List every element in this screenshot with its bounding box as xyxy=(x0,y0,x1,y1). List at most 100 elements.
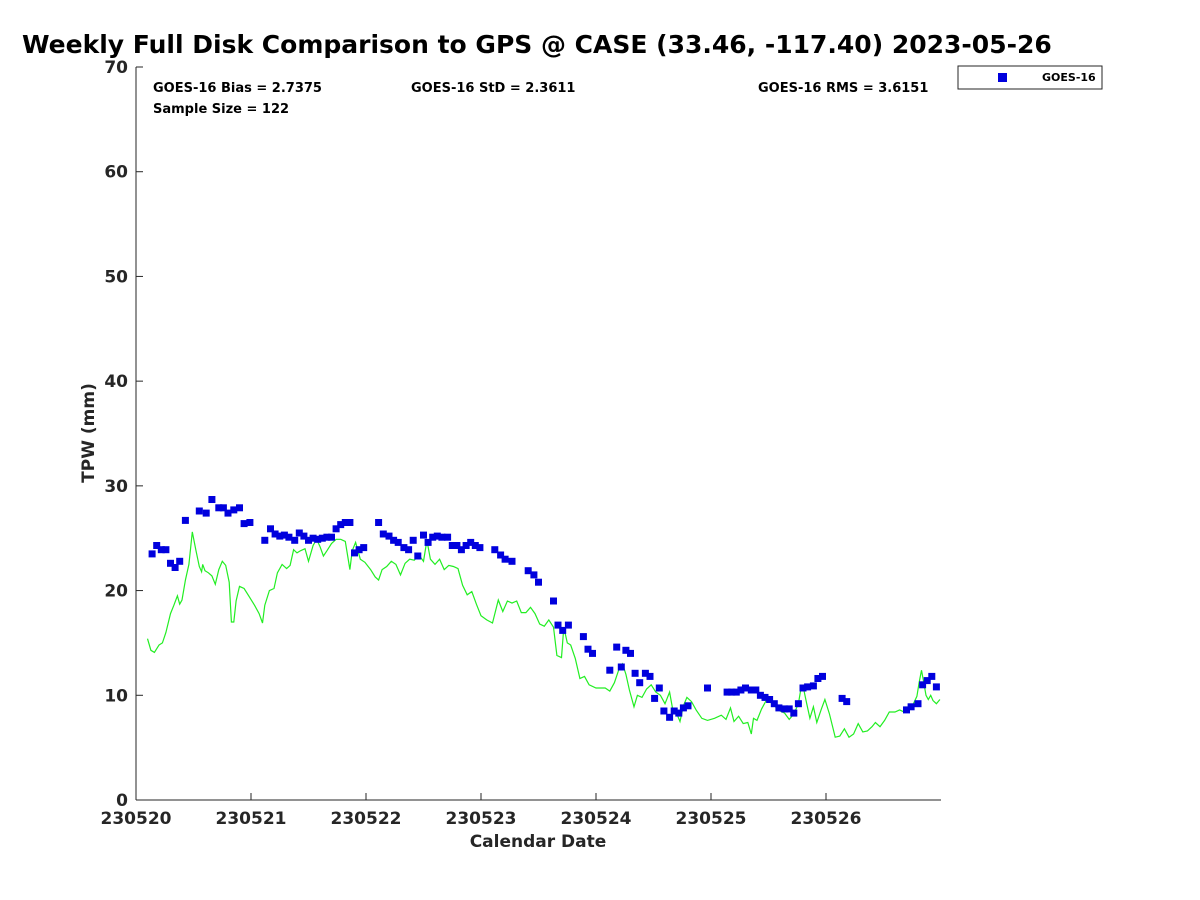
goes16-point xyxy=(219,504,227,512)
goes16-point xyxy=(224,509,232,517)
goes16-point xyxy=(208,496,216,503)
goes16-point xyxy=(761,693,769,701)
goes16-point xyxy=(280,531,288,539)
goes16-point xyxy=(355,546,363,554)
goes16-point xyxy=(444,533,452,541)
goes16-point xyxy=(433,532,441,540)
goes16-point xyxy=(394,538,402,546)
goes16-point xyxy=(314,535,322,543)
goes16-point xyxy=(457,546,465,554)
goes16-point xyxy=(646,672,654,680)
goes16-point xyxy=(843,698,851,706)
goes16-point xyxy=(660,707,668,715)
goes16-point xyxy=(448,542,456,549)
goes16-point xyxy=(756,691,764,699)
x-tick-label: 230525 xyxy=(676,809,747,829)
goes16-point xyxy=(385,532,393,540)
goes16-point xyxy=(554,621,562,629)
legend-marker xyxy=(998,73,1007,82)
goes16-point xyxy=(564,621,572,629)
goes16-point xyxy=(346,519,354,526)
goes16-point xyxy=(236,504,243,512)
goes16-point xyxy=(429,533,437,541)
goes16-point xyxy=(424,538,432,546)
goes16-point xyxy=(524,567,532,575)
x-axis-label: Calendar Date xyxy=(470,832,607,852)
goes16-point xyxy=(453,542,461,549)
goes16-point xyxy=(684,702,692,710)
goes16-point xyxy=(309,534,317,542)
goes16-point xyxy=(617,663,625,671)
goes16-point xyxy=(928,672,936,680)
goes16-point xyxy=(400,544,408,552)
goes16-point xyxy=(491,546,499,554)
goes16-point xyxy=(932,683,940,691)
y-tick-label: 40 xyxy=(104,372,128,392)
goes16-point xyxy=(819,672,826,680)
goes16-point xyxy=(631,669,639,677)
x-tick-label: 230523 xyxy=(446,809,517,829)
goes16-point xyxy=(328,533,335,541)
goes16-point xyxy=(579,633,587,641)
y-tick-label: 0 xyxy=(116,791,128,811)
goes16-point xyxy=(655,684,663,692)
bias-stat: GOES-16 Bias = 2.7375 xyxy=(153,81,322,96)
x-tick-label: 230520 xyxy=(101,809,172,829)
goes16-point xyxy=(790,709,798,717)
goes16-point xyxy=(589,649,596,657)
goes16-point xyxy=(752,686,760,694)
gps-tpw-line xyxy=(146,531,941,739)
goes16-point xyxy=(341,519,349,526)
gps-line-group xyxy=(146,531,941,739)
goes16-point xyxy=(641,669,649,677)
goes16-point xyxy=(804,683,812,691)
goes16-point xyxy=(240,520,248,528)
std-stat: GOES-16 StD = 2.3611 xyxy=(411,81,575,96)
goes16-point xyxy=(267,525,274,533)
goes16-point xyxy=(747,686,755,694)
goes16-point xyxy=(613,643,621,651)
goes16-point xyxy=(584,645,592,653)
goes16-points xyxy=(148,496,940,721)
y-tick-label: 50 xyxy=(104,267,128,287)
goes16-point xyxy=(438,533,446,541)
goes16-point xyxy=(176,557,184,565)
goes16-point xyxy=(230,506,238,514)
goes16-point xyxy=(814,675,822,682)
chart-title: Weekly Full Disk Comparison to GPS @ CAS… xyxy=(22,30,1052,59)
goes16-point xyxy=(606,666,614,674)
goes16-point xyxy=(770,700,778,708)
goes16-point xyxy=(405,546,413,554)
y-tick-label: 70 xyxy=(104,58,128,78)
goes16-point xyxy=(627,649,634,657)
goes16-point xyxy=(420,531,427,539)
goes16-point xyxy=(799,684,807,692)
goes16-point xyxy=(414,552,422,560)
rms-stat: GOES-16 RMS = 3.6151 xyxy=(758,81,928,96)
goes16-point xyxy=(409,536,417,544)
goes16-point xyxy=(785,705,793,713)
goes16-point xyxy=(559,626,567,634)
goes16-point xyxy=(737,686,745,694)
x-axis: 230520 230521 230522 230523 230524 230525 2305… xyxy=(101,793,862,829)
goes16-point xyxy=(923,677,931,685)
plot-area xyxy=(136,67,941,800)
goes16-point xyxy=(501,555,509,563)
goes16-point xyxy=(766,696,774,703)
goes16-point xyxy=(157,546,165,554)
goes16-point xyxy=(390,536,398,544)
goes16-point xyxy=(305,536,312,544)
x-tick-label: 230526 xyxy=(791,809,862,829)
goes16-point xyxy=(838,694,846,702)
x-tick-label: 230524 xyxy=(561,809,632,829)
goes16-point xyxy=(651,694,659,702)
goes16-point xyxy=(497,551,505,559)
goes16-point xyxy=(775,704,783,712)
goes16-point xyxy=(704,684,711,692)
goes16-point xyxy=(919,681,927,689)
goes16-point xyxy=(732,688,740,696)
goes16-point xyxy=(167,559,174,567)
goes16-point xyxy=(636,679,644,687)
goes16-point xyxy=(379,530,387,538)
